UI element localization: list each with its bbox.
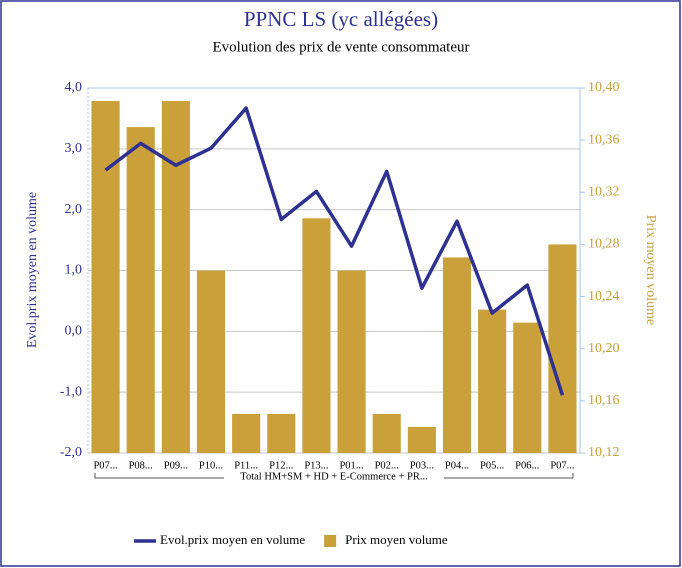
bar: [302, 218, 331, 453]
y-tick-label: -2,0: [60, 445, 82, 460]
x-tick-label: P01...: [339, 460, 363, 471]
line: [104, 106, 565, 396]
x-tick-label: P10...: [199, 460, 223, 471]
y2-tick-label: 10,32: [588, 185, 620, 200]
y-tick-label: 4,0: [65, 80, 83, 95]
x-tick-label: P06...: [515, 460, 539, 471]
legend-label: Prix moyen volume: [345, 532, 448, 547]
bar: [407, 426, 436, 453]
x-tick-label: P09...: [164, 460, 188, 471]
y-tick-label: -1,0: [60, 384, 82, 399]
bar: [126, 127, 155, 453]
y2-tick-label: 10,16: [588, 393, 620, 408]
y2-tick-label: 10,20: [588, 341, 620, 356]
x-tick-label: P02...: [375, 460, 399, 471]
x-tick-label: P13...: [304, 460, 328, 471]
chart-subtitle: Evolution des prix de vente consommateur: [212, 39, 469, 55]
x-tick-label: P05...: [480, 460, 504, 471]
y2-tick-label: 10,28: [588, 237, 620, 252]
legend-swatch: [324, 535, 337, 547]
bar: [337, 270, 366, 453]
bar: [372, 413, 401, 453]
y2-axis-title: Prix moyen volume: [643, 215, 658, 325]
x-tick-label: P11...: [234, 460, 258, 471]
x-tick-label: P07...: [93, 460, 117, 471]
y2-tick-label: 10,12: [588, 445, 620, 460]
y2-tick-label: 10,40: [588, 80, 620, 95]
x-tick-label: P07...: [550, 460, 574, 471]
bar: [196, 270, 226, 453]
y-tick-label: 2,0: [65, 202, 83, 217]
x-tick-label: P04...: [445, 460, 469, 471]
y-tick-label: 3,0: [65, 141, 83, 156]
bar: [478, 309, 507, 453]
y-tick-label: 0,0: [65, 324, 83, 339]
x-tick-label: P03...: [410, 460, 434, 471]
legend-label: Evol.prix moyen en volume: [160, 532, 305, 547]
y2-tick-label: 10,24: [588, 289, 620, 304]
y-tick-label: 1,0: [65, 263, 83, 278]
bar: [232, 413, 261, 453]
bar: [91, 101, 120, 454]
bar: [513, 322, 542, 453]
bar: [442, 257, 472, 453]
bar: [548, 244, 577, 453]
y-axis-title: Evol.prix moyen en volume: [25, 192, 40, 348]
chart-title: PPNC LS (yc allégées): [244, 7, 438, 31]
group-label-bg: [224, 471, 444, 484]
bar: [161, 101, 190, 454]
bar: [267, 413, 296, 453]
group-label: Total HM+SM + HD + E-Commerce + PR...: [240, 471, 427, 482]
x-tick-label: P08...: [129, 460, 153, 471]
x-tick-label: P12...: [269, 460, 293, 471]
y2-tick-label: 10,36: [588, 132, 620, 147]
